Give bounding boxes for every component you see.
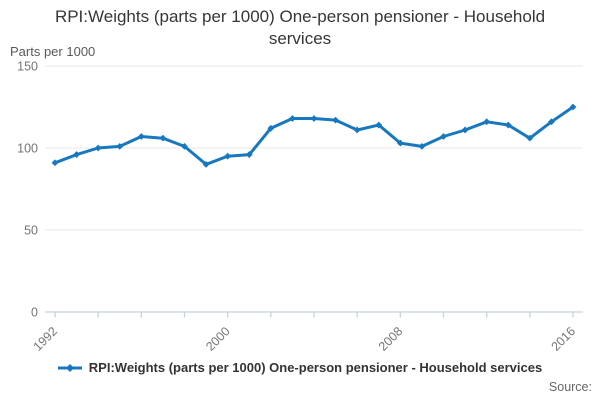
data-point-marker — [94, 144, 102, 152]
data-point-marker — [137, 133, 145, 140]
y-tick-label: 50 — [24, 224, 38, 238]
data-point-marker — [375, 121, 383, 129]
data-point-marker — [548, 118, 555, 126]
x-tick-label: 2016 — [549, 324, 579, 354]
line-diamond-marker-icon — [57, 363, 82, 373]
data-point-marker — [73, 151, 80, 158]
data-point-marker — [353, 126, 361, 134]
data-point-marker — [418, 142, 426, 150]
x-tick-label: 2008 — [376, 324, 406, 354]
data-point-marker — [332, 116, 339, 124]
x-tick-label: 1992 — [31, 324, 61, 354]
data-point-marker — [440, 133, 447, 140]
source-label: Source: — [548, 380, 592, 394]
data-point-marker — [396, 139, 404, 147]
data-point-marker — [245, 151, 253, 158]
y-tick-label: 100 — [17, 142, 38, 156]
data-point-marker — [267, 124, 275, 132]
data-point-marker — [526, 134, 534, 142]
legend-label: RPI:Weights (parts per 1000) One-person … — [88, 360, 543, 375]
legend-item[interactable]: RPI:Weights (parts per 1000) One-person … — [0, 360, 600, 375]
y-tick-label: 150 — [17, 60, 38, 74]
data-point-marker — [569, 103, 577, 111]
data-point-marker — [504, 121, 512, 129]
y-tick-label: 0 — [31, 306, 38, 320]
data-point-marker — [310, 115, 318, 122]
y-axis-unit-label: Parts per 1000 — [10, 44, 96, 59]
data-point-marker — [181, 142, 188, 150]
x-tick-label: 2000 — [203, 324, 233, 354]
data-point-marker — [483, 118, 491, 126]
data-point-marker — [461, 126, 469, 134]
chart-title: RPI:Weights (parts per 1000) One-person … — [54, 7, 546, 48]
data-point-marker — [289, 115, 296, 122]
data-point-marker — [51, 159, 59, 167]
data-point-marker — [116, 142, 124, 150]
data-point-marker — [202, 161, 210, 168]
data-point-marker — [224, 152, 232, 160]
data-point-marker — [159, 134, 167, 142]
